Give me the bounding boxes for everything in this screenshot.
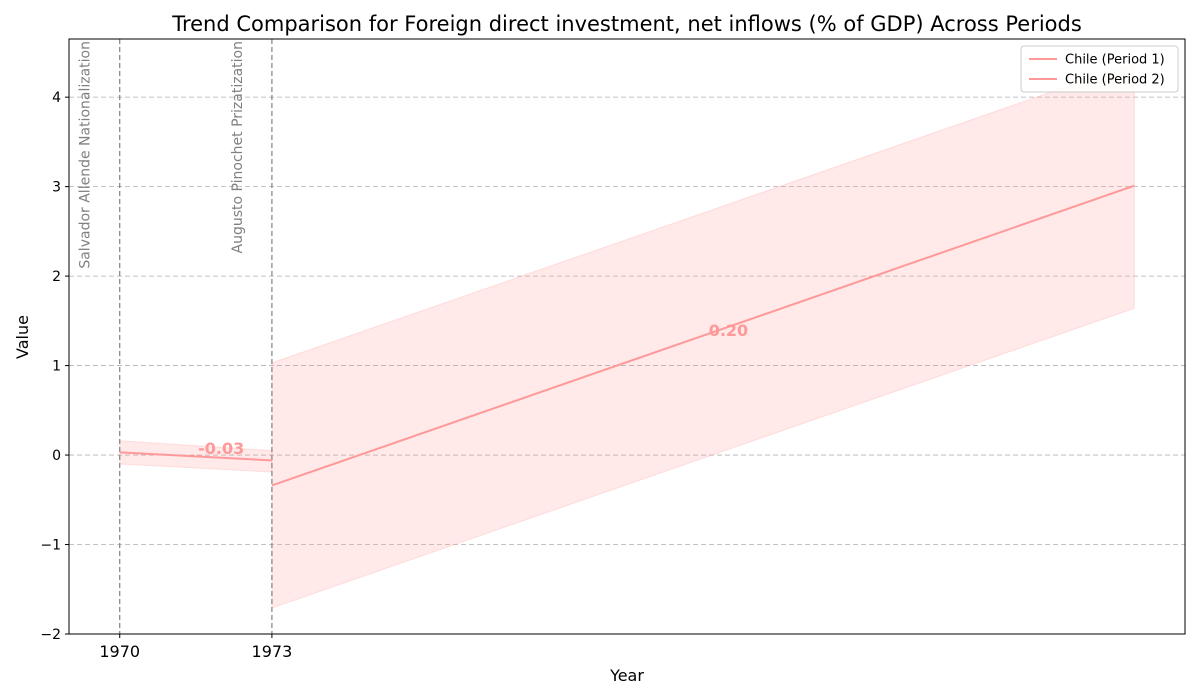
y-axis-label: Value	[13, 315, 32, 359]
x-tick-label: 1973	[252, 642, 293, 661]
axis-ticks: −2 −1 0 1 2 3 4 1970 1973	[40, 90, 292, 661]
x-axis-label: Year	[609, 666, 644, 685]
y-tick-label: 0	[52, 448, 61, 464]
grid	[69, 96, 1185, 545]
legend-entry: Chile (Period 1)	[1065, 53, 1165, 68]
event-label: Salvador Allende Nationalization	[78, 41, 94, 269]
legend: Chile (Period 1) Chile (Period 2)	[1020, 45, 1179, 93]
legend-box	[1020, 45, 1179, 93]
series-lines	[119, 184, 1135, 487]
plot-frame	[68, 38, 1186, 635]
event-markers: Salvador Allende Nationalization Augusto …	[78, 39, 273, 634]
slope-label: 0.20	[709, 321, 748, 340]
series-line	[119, 451, 272, 462]
series-line	[271, 184, 1135, 487]
slope-labels: -0.03 0.20	[198, 321, 748, 458]
legend-entry: Chile (Period 2)	[1065, 73, 1165, 88]
y-tick-label: 3	[52, 180, 61, 196]
slope-label: -0.03	[198, 439, 244, 458]
y-tick-label: −2	[40, 627, 61, 643]
event-label: Augusto Pinochet Prizatization	[230, 41, 246, 254]
x-tick-label: 1970	[99, 642, 140, 661]
y-tick-label: 4	[52, 90, 61, 106]
y-tick-label: 1	[52, 359, 61, 375]
y-tick-label: −1	[40, 538, 61, 554]
y-tick-label: 2	[52, 269, 61, 285]
chart-title: Trend Comparison for Foreign direct inve…	[171, 12, 1082, 36]
